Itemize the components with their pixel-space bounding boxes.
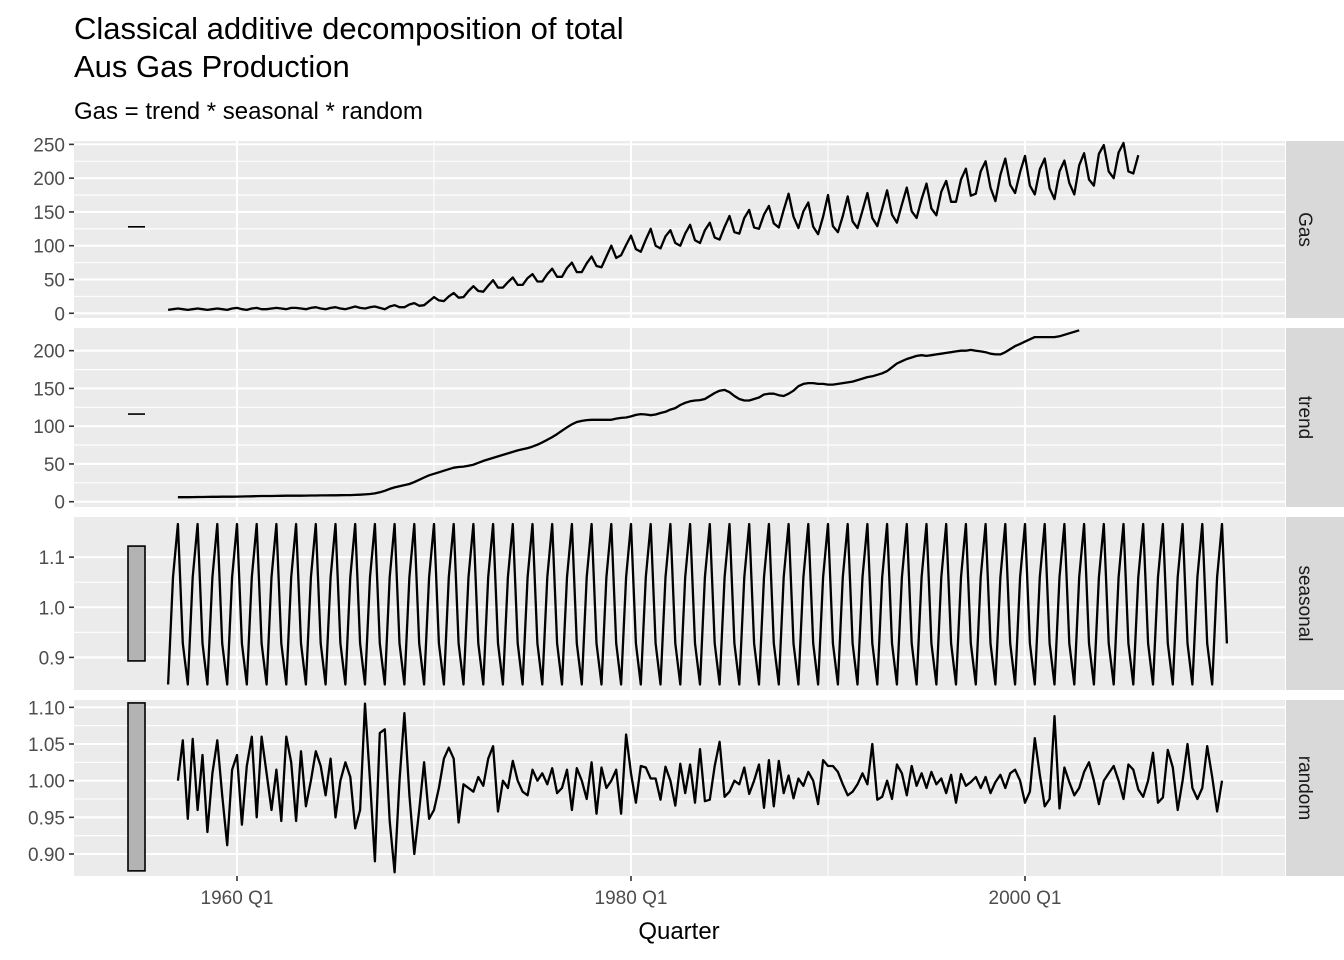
y-tick-label: 1.0: [39, 598, 65, 619]
x-tick-label: 2000 Q1: [989, 888, 1062, 909]
y-tick-label: 1.1: [39, 548, 65, 569]
y-tick-label: 1.00: [28, 772, 65, 793]
y-tick-label: 250: [33, 135, 65, 156]
strip-background: [1286, 700, 1344, 876]
y-tick-label: 100: [33, 237, 65, 258]
y-tick-label: 200: [33, 342, 65, 363]
strip-label-trend: trend: [1294, 396, 1315, 439]
y-tick-label: 100: [33, 417, 65, 438]
y-tick-label: 50: [44, 455, 65, 476]
strip-label-random: random: [1294, 756, 1315, 820]
scale-bar: [127, 702, 146, 872]
y-tick-label: 200: [33, 169, 65, 190]
panel-background: [74, 328, 1285, 507]
chart-subtitle: Gas = trend * seasonal * random: [74, 98, 423, 125]
y-tick-label: 0: [54, 493, 65, 514]
strip-background: [1286, 517, 1344, 690]
strip-label-seasonal: seasonal: [1294, 565, 1315, 641]
chart-title-line-2: Aus Gas Production: [74, 49, 350, 84]
panel-background: [74, 700, 1285, 876]
y-tick-label: 1.05: [28, 735, 65, 756]
series-line-trend: [177, 329, 1080, 499]
y-tick-label: 150: [33, 379, 65, 400]
scale-bar: [127, 545, 146, 662]
series-line-random: [176, 702, 1224, 874]
y-tick-label: 0.90: [28, 845, 65, 866]
x-tick-label: 1960 Q1: [201, 888, 274, 909]
x-axis-title: Quarter: [638, 918, 719, 945]
x-axis: 1960 Q1 1980 Q1 2000 Q1: [201, 876, 1062, 909]
panel-seasonal: 0.9 1.0 1.1 seasonal: [39, 517, 1344, 690]
chart-title-line-1: Classical additive decomposition of tota…: [74, 11, 624, 46]
panel-trend: 0 50 100 150 200 trend: [33, 328, 1344, 514]
facet-panels: 0 50 100 150 200 250 Gas 0 50 100 150 200 trend 0.9 1.…: [28, 135, 1344, 876]
y-tick-label: 0: [54, 304, 65, 325]
y-tick-label: 0.9: [39, 648, 65, 669]
strip-background: [1286, 141, 1344, 318]
panel-background: [74, 141, 1285, 318]
y-tick-label: 1.10: [28, 698, 65, 719]
x-tick-label: 1980 Q1: [595, 888, 668, 909]
y-tick-label: 0.95: [28, 808, 65, 829]
y-tick-label: 150: [33, 203, 65, 224]
strip-label-Gas: Gas: [1294, 212, 1315, 247]
panel-random: 0.90 0.95 1.00 1.05 1.10 random: [28, 698, 1344, 876]
series-line-Gas: [167, 141, 1140, 312]
series-line-seasonal: [166, 522, 1229, 686]
strip-background: [1286, 328, 1344, 507]
panel-Gas: 0 50 100 150 200 250 Gas: [33, 135, 1344, 325]
y-tick-label: 50: [44, 270, 65, 291]
